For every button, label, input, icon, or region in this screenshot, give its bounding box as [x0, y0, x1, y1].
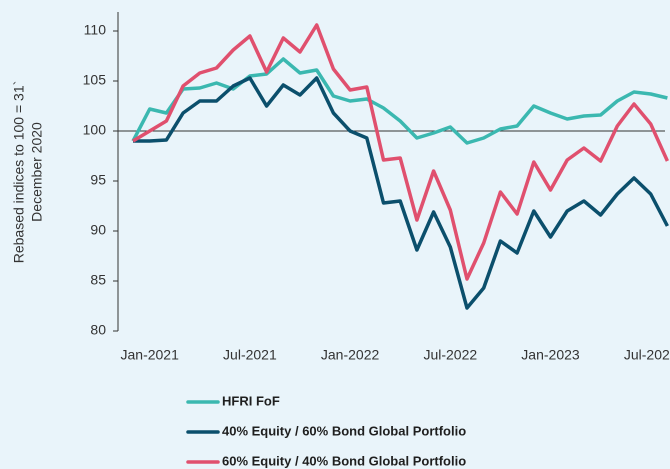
x-tick-label: Jul-2023 — [624, 347, 670, 363]
x-tick-label: Jan-2022 — [321, 347, 380, 363]
y-axis-label: December 2020 — [29, 122, 45, 222]
y-tick-label: 105 — [83, 72, 107, 88]
y-tick-label: 85 — [90, 272, 106, 288]
y-tick-label: 80 — [90, 322, 106, 338]
y-tick-label: 110 — [84, 22, 107, 38]
y-tick-label: 90 — [90, 222, 106, 238]
legend-label: 60% Equity / 40% Bond Global Portfolio — [222, 453, 466, 468]
series-line — [132, 23, 669, 281]
legend-label: HFRI FoF — [222, 393, 280, 408]
x-tick-label: Jul-2022 — [423, 347, 477, 363]
legend-label: 40% Equity / 60% Bond Global Portfolio — [222, 423, 466, 438]
x-tick-label: Jan-2023 — [521, 347, 580, 363]
x-tick-label: Jul-2021 — [223, 347, 277, 363]
y-tick-label: 100 — [83, 122, 107, 138]
y-axis-label: Rebased indices to 100 = 31` — [11, 81, 27, 264]
y-tick-label: 95 — [90, 172, 106, 188]
x-tick-label: Jan-2021 — [121, 347, 180, 363]
series-line — [131, 57, 668, 145]
series-line — [133, 76, 669, 310]
